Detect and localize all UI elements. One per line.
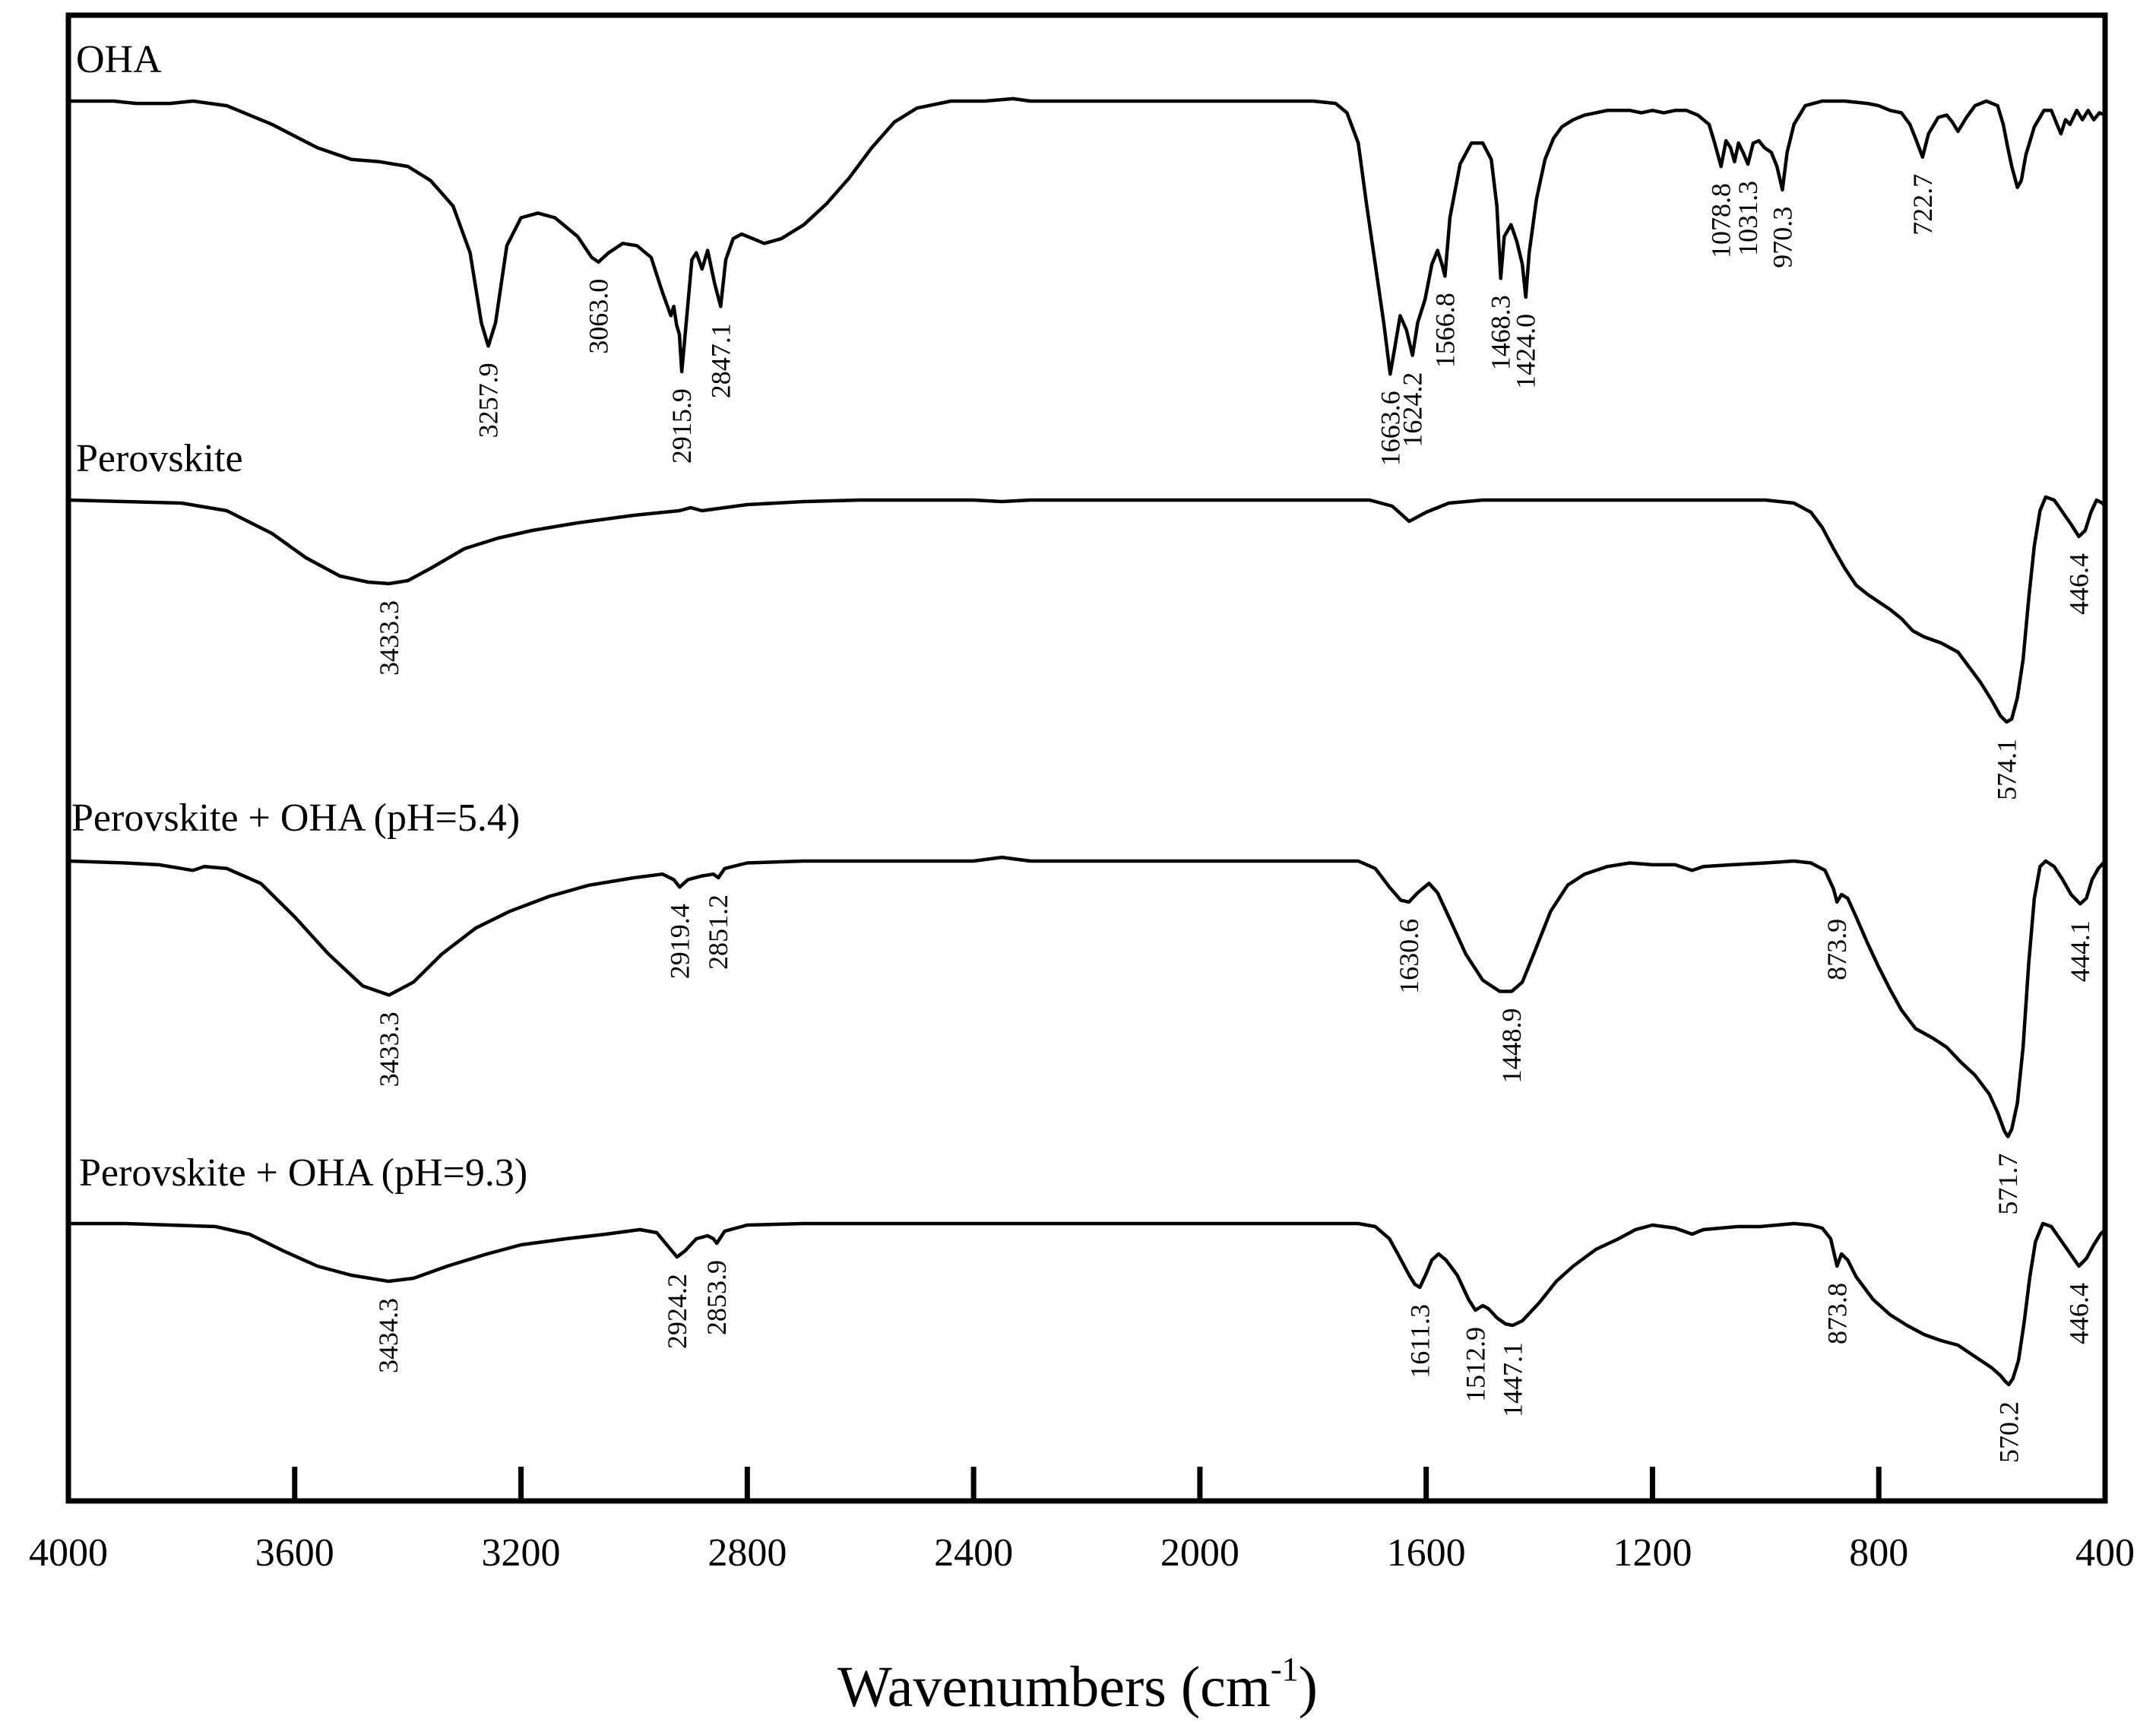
spectrum-line-1 (66, 97, 2107, 376)
peak-label-8: 1468.3 (1486, 295, 1516, 370)
peak-label-18: 2919.4 (664, 904, 695, 979)
peak-label-1: 3257.9 (473, 363, 504, 438)
peak-label-28: 1611.3 (1404, 1304, 1435, 1379)
series-label-3: Perovskite + OHA (pH=5.4) (71, 796, 520, 840)
x-axis-title-superscript: -1 (1271, 1651, 1299, 1688)
x-axis-ticks (292, 1467, 1882, 1501)
series-labels: OHA Perovskite Perovskite + OHA (pH=5.4) Pe… (71, 38, 527, 1195)
x-axis-tick-labels: 4000 3600 3200 2800 2400 2000 1600 1200 800 400 (29, 1531, 2135, 1575)
peak-label-19: 2851.2 (703, 894, 733, 970)
x-axis-title: Wavenumbers (cm-1) (837, 1651, 1318, 1719)
x-tick-label-1200: 1200 (1613, 1531, 1692, 1575)
spectrum-line-4 (66, 1221, 2107, 1387)
peak-label-5: 1663.6 (1375, 391, 1405, 466)
x-tick-label-3600: 3600 (255, 1531, 334, 1575)
peak-label-22: 873.9 (1822, 919, 1852, 980)
peak-label-12: 970.3 (1767, 207, 1797, 268)
peak-label-26: 2924.2 (662, 1274, 692, 1349)
x-tick-label-400: 400 (2075, 1531, 2135, 1575)
peak-label-30: 1447.1 (1498, 1342, 1528, 1417)
peak-label-27: 2853.9 (701, 1260, 732, 1335)
x-axis-title-close: ) (1299, 1655, 1318, 1719)
plot-frame (65, 12, 2108, 1504)
peak-label-25: 3434.3 (373, 1298, 404, 1373)
x-tick-label-3200: 3200 (482, 1531, 561, 1575)
peak-label-24: 444.1 (2065, 920, 2095, 982)
peak-label-3: 2915.9 (666, 388, 697, 464)
spectrum-line-2 (66, 495, 2107, 724)
spectra-lines (66, 97, 2107, 1387)
peak-label-6: 1624.2 (1398, 372, 1428, 448)
peak-label-13: 722.7 (1907, 174, 1938, 236)
peak-label-4: 2847.1 (705, 323, 736, 398)
peak-label-11: 1031.3 (1733, 181, 1763, 256)
peak-label-14: 3433.3 (374, 600, 404, 676)
peak-label-29: 1512.9 (1461, 1327, 1491, 1402)
peak-label-17: 3433.3 (374, 1012, 404, 1087)
peak-annotations: 3257.9 3063.0 2915.9 2847.1 1663.61624.21566… (373, 174, 2095, 1463)
peak-label-31: 873.8 (1822, 1283, 1852, 1344)
x-tick-label-2000: 2000 (1160, 1531, 1239, 1575)
peak-label-23: 571.7 (1993, 1154, 2023, 1215)
spectrum-line-3 (66, 855, 2107, 1138)
x-tick-label-1600: 1600 (1387, 1531, 1466, 1575)
series-label-2: Perovskite (76, 437, 243, 480)
peak-label-33: 446.4 (2064, 1283, 2094, 1344)
series-label-4: Perovskite + OHA (pH=9.3) (79, 1151, 527, 1195)
peak-label-10: 1078.8 (1706, 183, 1737, 258)
x-tick-label-800: 800 (1849, 1531, 1908, 1575)
x-tick-label-4000: 4000 (29, 1531, 108, 1575)
x-axis-title-main: Wavenumbers (cm (837, 1655, 1271, 1719)
x-tick-label-2400: 2400 (934, 1531, 1013, 1575)
peak-label-32: 570.2 (1993, 1401, 2024, 1463)
peak-label-16: 446.4 (2064, 553, 2094, 615)
peak-label-15: 574.1 (1991, 739, 2021, 800)
peak-label-2: 3063.0 (584, 279, 614, 354)
x-tick-label-2800: 2800 (708, 1531, 787, 1575)
peak-label-9: 1424.0 (1511, 314, 1541, 389)
series-label-1: OHA (76, 38, 162, 81)
peak-label-7: 1566.8 (1429, 293, 1460, 368)
peak-label-20: 1630.6 (1394, 919, 1424, 994)
peak-label-21: 1448.9 (1496, 1008, 1527, 1084)
